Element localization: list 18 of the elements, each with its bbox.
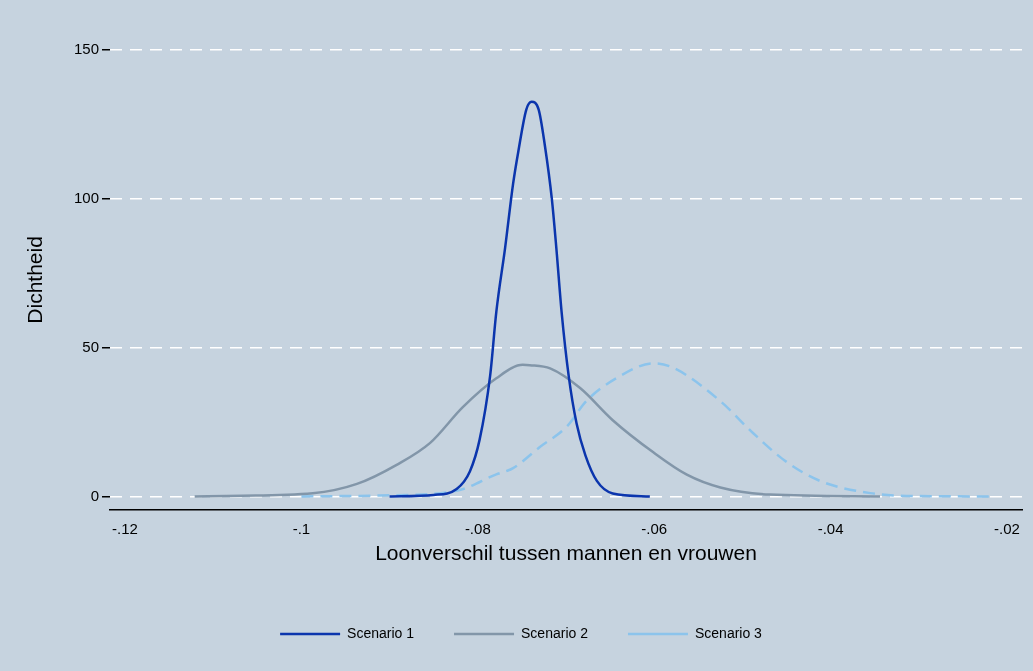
y-axis-title: Dichtheid [23,236,47,324]
legend-label: Scenario 1 [347,624,415,641]
line-series [388,100,652,498]
y-tick-label: 100 [73,188,99,206]
x-axis-title: Loonverschil tussen mannen en vrouwen [375,541,757,565]
y-tick-label: 0 [90,486,99,504]
legend-label: Scenario 2 [521,624,589,641]
x-tick-label: -.08 [464,519,491,537]
y-tick-label: 150 [73,40,99,58]
line-series [300,362,992,498]
x-tick-label: -.06 [641,519,668,537]
x-tick-label: -.1 [292,519,311,537]
x-tick-label: -.02 [994,519,1020,537]
x-tick-label: -.12 [112,519,138,537]
y-tick-label: 50 [82,337,99,355]
legend-label: Scenario 3 [694,624,763,641]
x-tick-label: -.04 [817,519,844,537]
line-series [193,363,882,498]
